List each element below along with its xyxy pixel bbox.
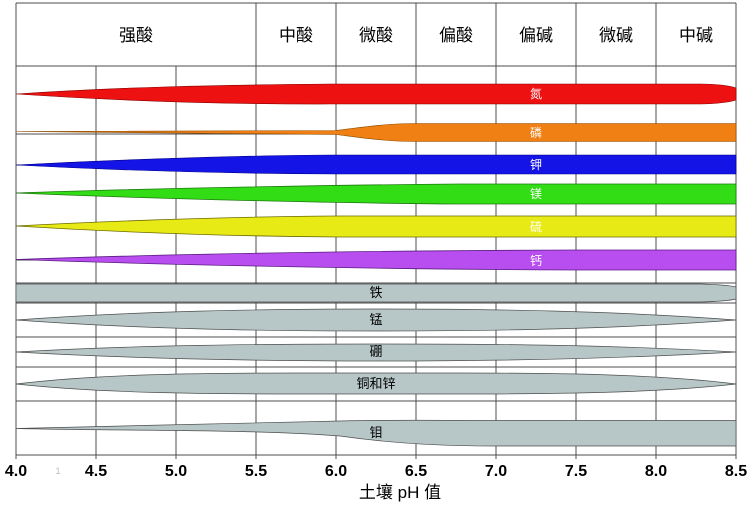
svg-text:偏酸: 偏酸 [439, 26, 473, 45]
svg-text:钾: 钾 [530, 158, 542, 172]
svg-text:7.5: 7.5 [565, 463, 587, 480]
svg-text:偏碱: 偏碱 [519, 26, 553, 45]
svg-text:8.5: 8.5 [725, 463, 747, 480]
svg-text:4.5: 4.5 [85, 463, 107, 480]
svg-text:镁: 镁 [530, 187, 542, 201]
svg-text:5.0: 5.0 [165, 463, 187, 480]
svg-text:磷: 磷 [530, 125, 542, 140]
svg-text:微酸: 微酸 [359, 26, 393, 45]
svg-text:铜和锌: 铜和锌 [356, 376, 395, 391]
svg-text:硼: 硼 [369, 344, 382, 359]
svg-text:8.0: 8.0 [645, 463, 667, 480]
svg-text:5.5: 5.5 [245, 463, 267, 480]
svg-text:微碱: 微碱 [599, 26, 633, 45]
svg-text:6.5: 6.5 [405, 463, 427, 480]
svg-text:4.0: 4.0 [5, 463, 27, 480]
svg-text:强酸: 强酸 [119, 26, 153, 45]
svg-text:中酸: 中酸 [279, 26, 313, 45]
svg-text:7.0: 7.0 [485, 463, 507, 480]
svg-text:铁: 铁 [369, 285, 382, 300]
svg-text:土壤 pH 值: 土壤 pH 值 [359, 482, 441, 502]
svg-text:锰: 锰 [369, 312, 382, 327]
svg-text:钙: 钙 [530, 254, 542, 268]
svg-text:硫: 硫 [530, 219, 542, 234]
svg-text:6.0: 6.0 [325, 463, 347, 480]
svg-text:1: 1 [55, 466, 60, 476]
svg-text:钼: 钼 [369, 425, 382, 440]
svg-text:氮: 氮 [530, 86, 542, 101]
svg-text:中碱: 中碱 [679, 26, 713, 45]
